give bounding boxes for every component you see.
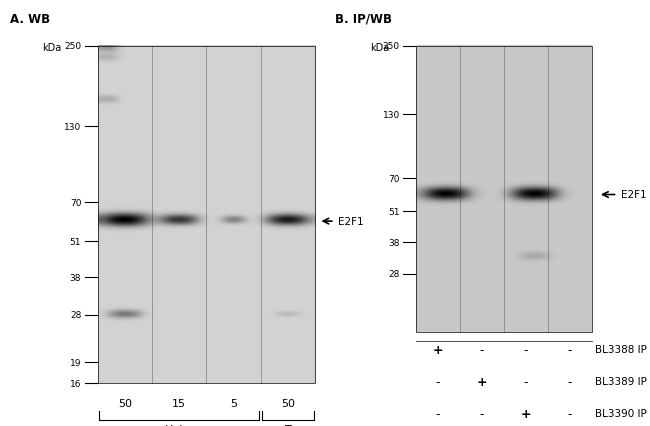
Text: kDa: kDa <box>370 43 390 52</box>
Text: BL3390 IP: BL3390 IP <box>595 408 647 418</box>
Text: 51: 51 <box>388 207 400 216</box>
Text: 70: 70 <box>388 175 400 184</box>
Text: +: + <box>476 375 487 388</box>
Text: 38: 38 <box>388 238 400 247</box>
Text: 130: 130 <box>64 122 81 131</box>
Bar <box>98 47 315 383</box>
Text: 50: 50 <box>118 398 132 408</box>
Text: 28: 28 <box>389 270 400 279</box>
Text: 50: 50 <box>281 398 295 408</box>
Text: -: - <box>436 375 440 388</box>
Text: 5: 5 <box>230 398 237 408</box>
Text: B. IP/WB: B. IP/WB <box>335 13 392 26</box>
Text: +: + <box>521 407 531 420</box>
Text: T: T <box>285 424 291 426</box>
Text: 38: 38 <box>70 273 81 282</box>
Text: kDa: kDa <box>42 43 62 52</box>
Text: BL3388 IP: BL3388 IP <box>595 344 647 354</box>
Text: E2F1: E2F1 <box>338 216 363 227</box>
Text: BL3389 IP: BL3389 IP <box>595 376 647 386</box>
Text: E2F1: E2F1 <box>621 190 646 200</box>
Text: -: - <box>480 343 484 356</box>
Text: A. WB: A. WB <box>10 13 50 26</box>
Text: 250: 250 <box>383 42 400 52</box>
Text: 19: 19 <box>70 358 81 367</box>
Text: -: - <box>436 407 440 420</box>
Text: 70: 70 <box>70 198 81 207</box>
Text: -: - <box>567 407 572 420</box>
Text: 28: 28 <box>70 311 81 320</box>
Text: 15: 15 <box>172 398 186 408</box>
Text: 130: 130 <box>382 110 400 119</box>
Text: 51: 51 <box>70 237 81 246</box>
Text: HeLa: HeLa <box>165 424 193 426</box>
Text: 250: 250 <box>64 42 81 52</box>
Text: +: + <box>433 343 443 356</box>
Bar <box>416 47 592 332</box>
Text: -: - <box>567 343 572 356</box>
Text: -: - <box>480 407 484 420</box>
Text: -: - <box>523 375 528 388</box>
Text: -: - <box>523 343 528 356</box>
Text: -: - <box>567 375 572 388</box>
Text: 16: 16 <box>70 379 81 388</box>
